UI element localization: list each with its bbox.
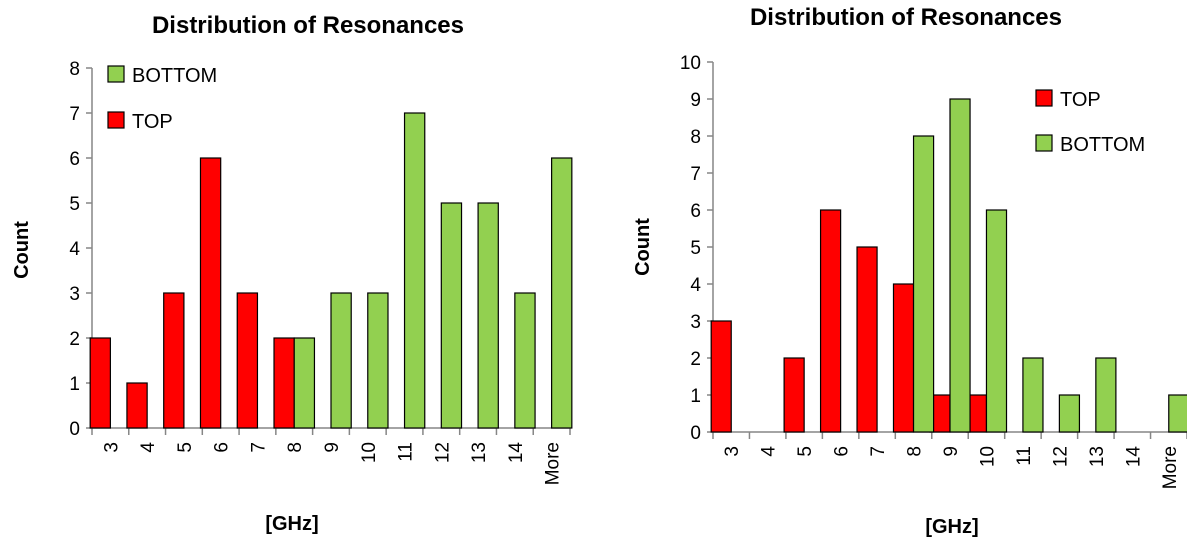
chart-2-bar-bottom: [949, 98, 971, 433]
chart-2: Distribution of Resonances Count [GHz] 0…: [632, 4, 1187, 538]
chart-2-x-tick-label: 10: [977, 446, 998, 467]
chart-2-title: Distribution of Resonances: [750, 4, 1062, 31]
chart-1-y-tick-label: 1: [69, 374, 80, 395]
chart-2-y-tick-label: 1: [690, 386, 701, 407]
chart-2-bar-bottom: [1095, 357, 1117, 433]
chart-1-bar-top: [236, 292, 259, 429]
chart-2-x-tick-label: 11: [1014, 446, 1035, 466]
chart-2-legend-label-top: TOP: [1060, 89, 1101, 111]
chart-1-bar-top: [89, 337, 111, 429]
chart-2-bar-bottom: [1058, 394, 1081, 433]
chart-1-legend-label-top: TOP: [132, 111, 173, 133]
chart-1-legend-swatch-bottom: [107, 65, 125, 83]
chart-2-y-tick-label: 2: [690, 349, 701, 370]
chart-1-y-tick-label: 0: [69, 419, 80, 440]
chart-1-x-tick-label: 4: [138, 442, 159, 453]
chart-2-legend-label-bottom: BOTTOM: [1060, 134, 1145, 156]
chart-2-x-tick-label: 14: [1123, 446, 1144, 468]
chart-1-bar-top: [273, 337, 295, 429]
chart-2-bar-bottom: [912, 135, 935, 433]
chart-2-x-tick-label: 6: [832, 446, 853, 457]
chart-2-bar-bottom: [1022, 357, 1044, 433]
chart-1-bar-top: [126, 382, 148, 429]
chart-1-bar-bottom: [514, 292, 536, 429]
chart-1-bar-bottom: [367, 292, 389, 429]
chart-2-x-axis-title: [GHz]: [925, 516, 978, 538]
chart-1-x-tick-label: 6: [212, 442, 233, 453]
chart-1-x-axis-title: [GHz]: [265, 513, 318, 535]
chart-1-x-tick-label: 8: [285, 442, 306, 453]
chart-1-y-tick-label: 4: [69, 239, 80, 260]
chart-2-y-tick-label: 5: [690, 238, 701, 259]
chart-2-y-tick-label: 8: [690, 127, 701, 148]
chart-2-x-tick-label: 3: [722, 446, 743, 457]
chart-1-x-tick-label: 3: [101, 442, 122, 453]
chart-2-bar-bottom: [1168, 394, 1187, 433]
chart-1-y-tick-label: 6: [69, 149, 80, 170]
chart-1-y-tick-label: 8: [69, 59, 80, 80]
chart-2-bar-top: [819, 209, 842, 433]
chart-2-x-tick-label: 9: [941, 446, 962, 457]
chart-2-x-tick-label: 13: [1087, 446, 1108, 467]
chart-2-y-axis-title: Count: [632, 218, 654, 276]
chart-2-bar-bottom: [985, 209, 1008, 433]
chart-2-x-tick-label: 5: [795, 446, 816, 457]
chart-1: Distribution of Resonances Count [GHz] 0…: [11, 12, 573, 535]
chart-1-bar-top: [163, 292, 185, 429]
chart-1-x-tick-label: 11: [396, 442, 417, 462]
chart-2-y-tick-label: 4: [690, 275, 701, 296]
chart-1-x-tick-label: 7: [248, 442, 269, 453]
chart-1-bar-bottom: [403, 112, 426, 429]
chart-2-y-tick-label: 6: [690, 201, 701, 222]
chart-2-y-tick-label: 3: [690, 312, 701, 333]
chart-1-title: Distribution of Resonances: [152, 12, 464, 39]
chart-2-x-tick-label: 12: [1050, 446, 1071, 467]
chart-1-x-tick-label: 12: [432, 442, 453, 463]
chart-1-x-tick-label: More: [543, 442, 564, 485]
chart-1-bar-bottom: [477, 202, 499, 429]
chart-2-legend-swatch-bottom: [1035, 134, 1053, 152]
chart-2-bar-top: [710, 320, 732, 433]
chart-2-x-tick-label: More: [1160, 446, 1181, 489]
chart-1-y-axis-title: Count: [11, 221, 33, 279]
chart-1-x-tick-label: 5: [175, 442, 196, 453]
chart-1-x-tick-label: 14: [506, 442, 527, 464]
chart-1-bar-top: [199, 157, 222, 429]
chart-1-x-tick-label: 10: [359, 442, 380, 463]
chart-1-bar-bottom: [330, 292, 352, 429]
chart-1-bar-bottom: [551, 157, 573, 429]
chart-2-y-tick-label: 9: [690, 90, 701, 111]
chart-2-y-tick-label: 10: [680, 53, 701, 74]
chart-1-legend-swatch-top: [107, 111, 125, 129]
chart-1-legend-label-bottom: BOTTOM: [132, 65, 217, 87]
chart-1-bar-bottom: [440, 202, 463, 429]
chart-2-x-tick-label: 7: [868, 446, 889, 457]
chart-1-x-tick-label: 9: [322, 442, 343, 453]
chart-1-y-tick-label: 3: [69, 284, 80, 305]
chart-2-legend-swatch-top: [1035, 89, 1053, 107]
chart-2-x-tick-label: 4: [759, 446, 780, 457]
chart-2-bar-top: [783, 357, 805, 433]
chart-1-y-tick-label: 2: [69, 329, 80, 350]
chart-2-x-tick-label: 8: [905, 446, 926, 457]
chart-1-y-tick-label: 5: [69, 194, 80, 215]
chart-2-bar-top: [856, 246, 878, 433]
chart-1-bar-bottom: [293, 337, 316, 429]
chart-1-x-tick-label: 13: [469, 442, 490, 463]
chart-2-y-tick-label: 0: [690, 423, 701, 444]
chart-2-y-tick-label: 7: [690, 164, 701, 185]
chart-2-bar-top: [892, 283, 915, 433]
chart-1-y-tick-label: 7: [69, 104, 80, 125]
